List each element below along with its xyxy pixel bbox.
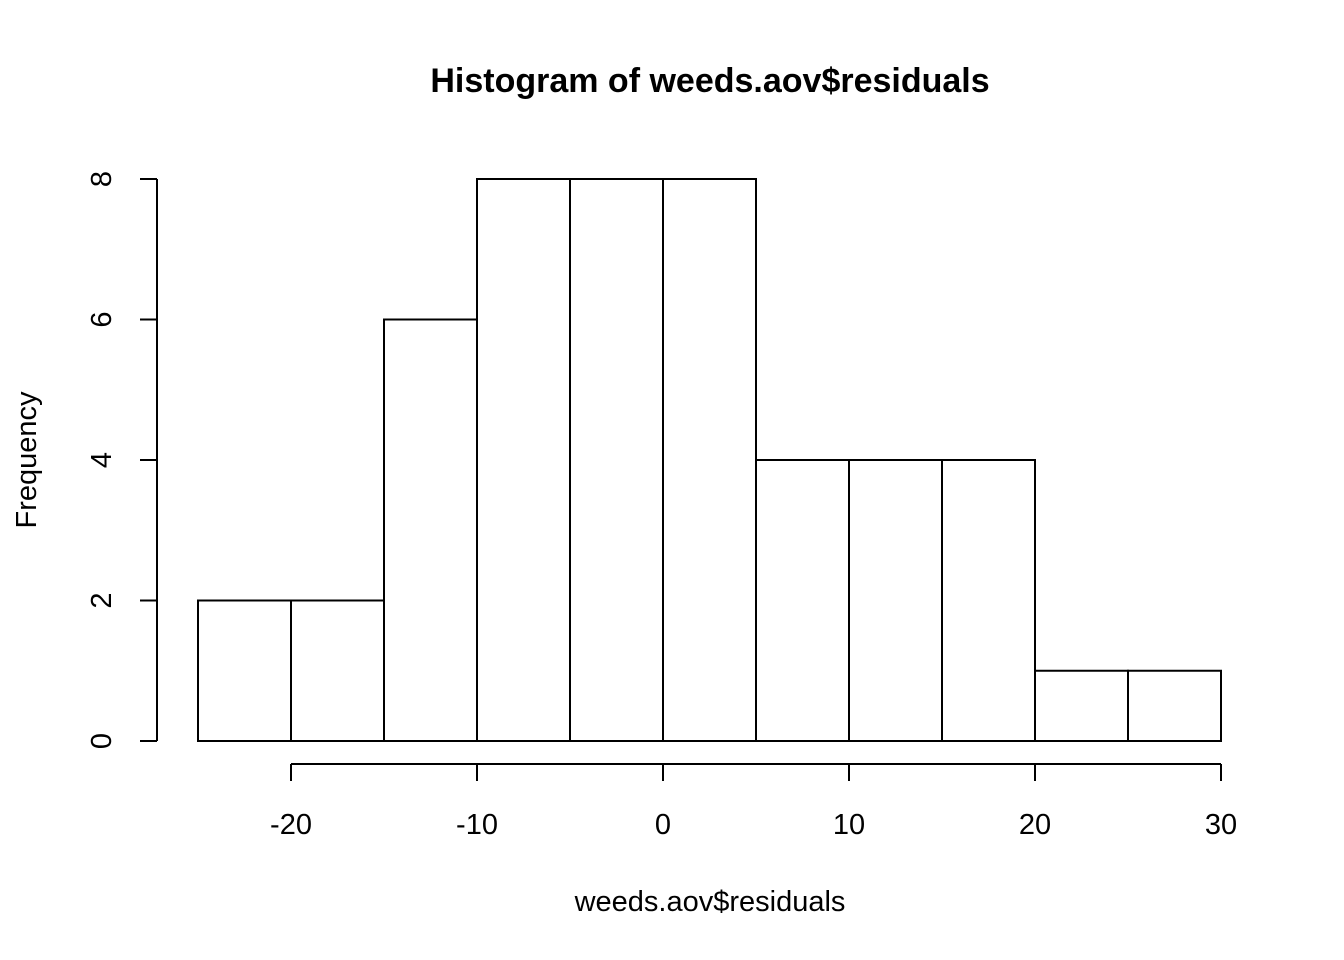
- y-tick-label: 0: [86, 733, 118, 749]
- x-tick-label: -20: [270, 809, 312, 841]
- y-axis: 0 2 4 6 8: [86, 171, 158, 749]
- histogram-bar-6: [755, 459, 850, 742]
- histogram-bar-9: [1034, 669, 1129, 742]
- histogram-bar-0: [197, 599, 292, 742]
- histogram-bar-7: [848, 459, 943, 742]
- chart-title: Histogram of weeds.aov$residuals: [430, 62, 989, 100]
- histogram-bar-1: [290, 599, 385, 742]
- histogram-bar-3: [476, 178, 571, 742]
- histogram-bar-5: [662, 178, 757, 742]
- histogram-bar-2: [383, 318, 478, 742]
- x-tick-label: 20: [1019, 809, 1051, 841]
- x-tick-label: 10: [833, 809, 865, 841]
- y-tick-label: 2: [86, 592, 118, 608]
- x-tick-label: 30: [1205, 809, 1237, 841]
- y-tick-label: 4: [86, 452, 118, 468]
- y-tick-label: 6: [86, 311, 118, 327]
- y-axis-label: Frequency: [11, 391, 43, 529]
- y-tick-label: 8: [86, 171, 118, 187]
- bars-group: [197, 178, 1222, 742]
- histogram-bar-8: [941, 459, 1036, 742]
- x-tick-label: 0: [655, 809, 671, 841]
- histogram-bar-4: [569, 178, 664, 742]
- x-tick-label: -10: [456, 809, 498, 841]
- x-axis-label: weeds.aov$residuals: [574, 886, 846, 918]
- histogram-bar-10: [1127, 669, 1222, 742]
- x-axis: -20 -10 0 10 20 30: [270, 763, 1237, 841]
